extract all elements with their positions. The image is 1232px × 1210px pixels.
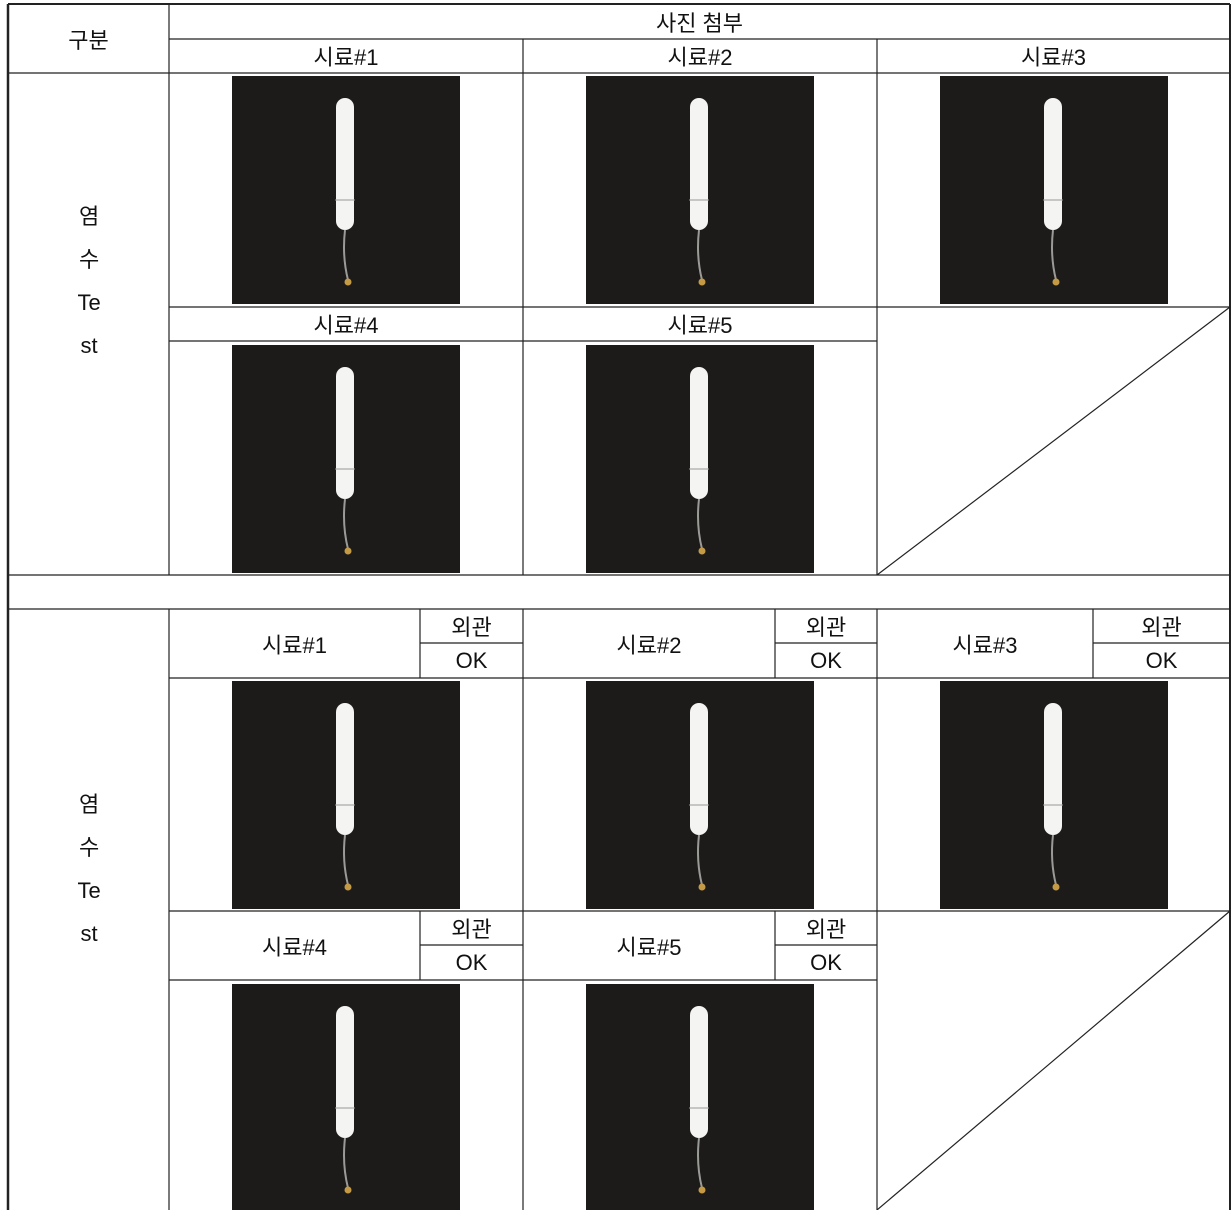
appearance-result: OK [455,647,488,673]
sample-label: 시료#5 [616,934,682,960]
section-label: 염수Test [77,792,101,946]
appearance-result: OK [810,949,842,975]
header-photos: 사진 첨부 [655,10,744,36]
sample-label: 시료#1 [313,45,379,70]
sample-label: 시료#4 [262,934,327,960]
appearance-result: OK [1145,647,1178,673]
appearance-label: 외관 [1141,615,1182,640]
appearance-label: 외관 [805,917,847,942]
sample-label: 시료#2 [616,632,682,658]
appearance-label: 외관 [451,615,492,640]
appearance-result: OK [455,949,488,975]
section-label: 염수Test [77,204,101,358]
appearance-result: OK [810,647,842,673]
sample-label: 시료#5 [667,313,733,338]
sample-label: 시료#4 [313,313,379,338]
header-category: 구분 [68,27,109,53]
sample-label: 시료#3 [1021,45,1086,70]
appearance-label: 외관 [451,917,492,942]
sample-label: 시료#2 [667,45,733,70]
sample-label: 시료#1 [262,632,327,658]
sample-label: 시료#3 [952,632,1018,658]
appearance-label: 외관 [805,615,847,640]
